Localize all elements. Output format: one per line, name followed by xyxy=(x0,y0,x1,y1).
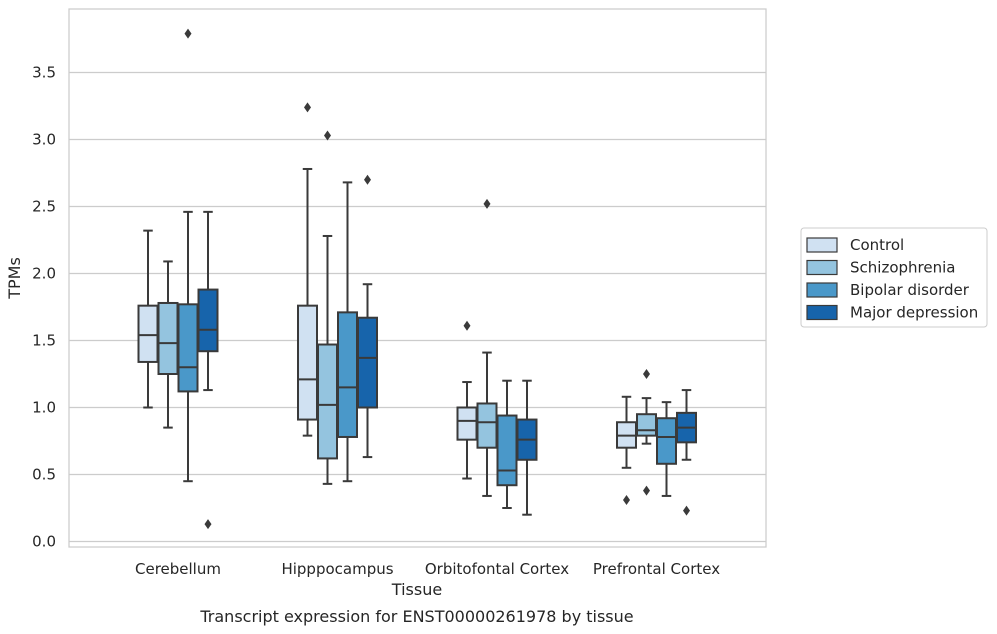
legend-swatch xyxy=(806,304,838,321)
box-2-0 xyxy=(456,320,478,480)
plot-frame xyxy=(68,8,767,548)
box-iqr xyxy=(137,304,159,363)
x-tick-label: Prefrontal Cortex xyxy=(593,560,720,578)
legend-label: Bipolar disorder xyxy=(850,281,970,299)
y-tick-label: 3.5 xyxy=(32,64,56,82)
box-1-1 xyxy=(317,130,338,485)
legend-frame xyxy=(800,227,988,328)
x-tick-label: Hipppocampus xyxy=(281,560,393,578)
y-axis-label: TPMs xyxy=(5,257,24,300)
outlier-point xyxy=(204,519,212,530)
box-2-3 xyxy=(516,379,538,516)
outlier-point xyxy=(483,198,491,209)
outlier-point xyxy=(304,102,311,113)
y-tick-label: 1.0 xyxy=(32,399,56,417)
legend-swatch xyxy=(806,259,838,276)
box-3-2 xyxy=(656,401,677,497)
y-tick-label: 2.0 xyxy=(32,265,56,283)
box-iqr xyxy=(337,311,358,438)
box-iqr xyxy=(456,406,478,441)
box-iqr xyxy=(297,304,318,421)
box-iqr xyxy=(157,301,179,376)
outlier-point xyxy=(364,174,371,185)
legend-swatch xyxy=(806,282,838,298)
box-0-2 xyxy=(177,28,199,483)
box-3-1 xyxy=(636,369,657,496)
y-tick-label: 3.0 xyxy=(32,131,56,149)
chart-caption: Transcript expression for ENST0000026197… xyxy=(199,607,633,626)
x-tick-label: Cerebellum xyxy=(135,560,221,578)
legend: Control Schizophrenia Bipolar disorder Majo… xyxy=(800,227,988,328)
legend-label: Control xyxy=(850,236,904,254)
y-tick-labels: 0.0 0.5 1.0 1.5 2.0 2.5 3.0 3.5 xyxy=(32,64,56,551)
outlier-point xyxy=(184,28,192,39)
outlier-point xyxy=(683,505,690,516)
outlier-point xyxy=(324,130,331,141)
box-1-3 xyxy=(357,174,378,459)
box-iqr xyxy=(656,417,677,465)
legend-label: Major depression xyxy=(850,304,978,322)
box-0-0 xyxy=(137,229,159,409)
box-iqr xyxy=(317,343,338,460)
box-2-2 xyxy=(496,379,518,509)
box-1-2 xyxy=(337,181,358,483)
outlier-point xyxy=(643,485,650,496)
box-0-1 xyxy=(157,260,179,429)
outlier-point xyxy=(463,320,471,331)
x-axis-label: Tissue xyxy=(391,580,442,599)
outlier-point xyxy=(643,369,650,379)
legend-label: Schizophrenia xyxy=(850,259,955,277)
box-3-0 xyxy=(616,395,637,505)
y-tick-label: 2.5 xyxy=(32,198,56,216)
legend-swatch xyxy=(806,237,838,253)
box-1-0 xyxy=(297,102,318,437)
box-iqr xyxy=(357,316,378,409)
box-3-3 xyxy=(676,389,697,516)
y-tick-label: 0.0 xyxy=(32,533,56,551)
box-plot-marks xyxy=(137,28,697,530)
y-tick-label: 1.5 xyxy=(32,332,56,350)
box-iqr xyxy=(636,413,657,437)
outlier-point xyxy=(623,494,630,505)
x-tick-label: Orbitofontal Cortex xyxy=(425,560,569,578)
x-tick-labels: Cerebellum Hipppocampus Orbitofontal Corte… xyxy=(135,560,720,578)
box-iqr xyxy=(496,414,518,487)
box-iqr xyxy=(177,303,199,393)
box-2-1 xyxy=(476,198,498,497)
y-tick-label: 0.5 xyxy=(32,466,56,484)
box-0-3 xyxy=(197,210,219,530)
box-iqr xyxy=(197,288,219,353)
box-iqr xyxy=(476,402,498,449)
